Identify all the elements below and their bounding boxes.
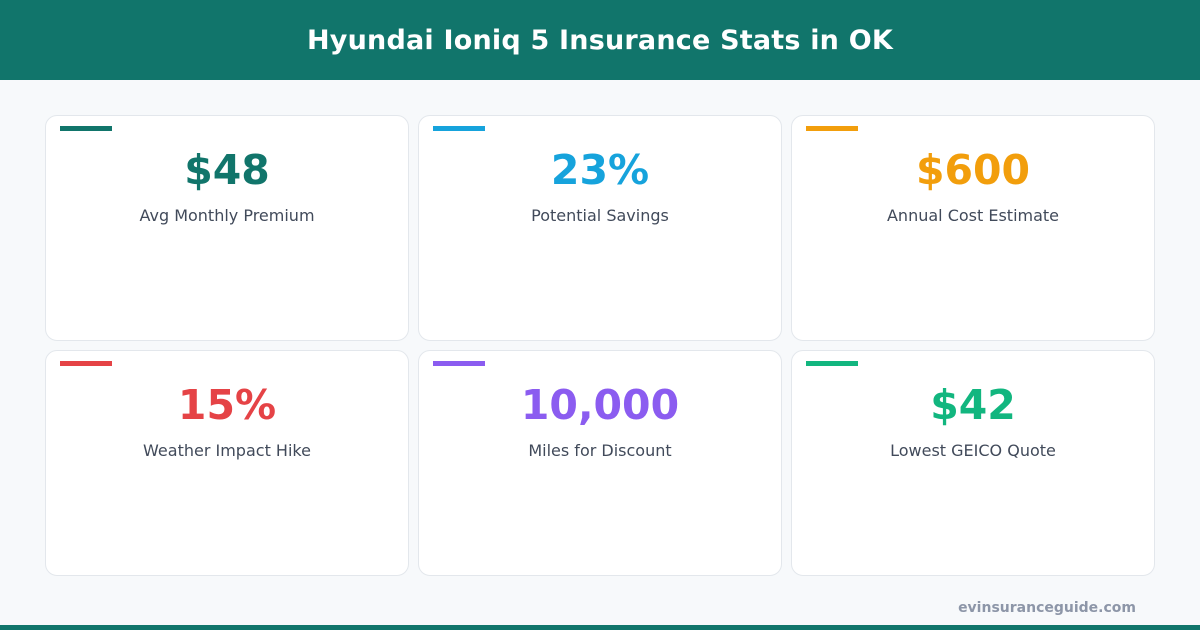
accent-bar <box>806 126 858 131</box>
stat-value: 10,000 <box>520 381 680 429</box>
accent-bar <box>433 361 485 366</box>
stat-card: 15% Weather Impact Hike <box>45 350 409 576</box>
stat-card: $600 Annual Cost Estimate <box>791 115 1155 341</box>
accent-bar <box>60 126 112 131</box>
site-watermark: evinsuranceguide.com <box>958 600 1136 616</box>
accent-bar <box>806 361 858 366</box>
stat-card: $42 Lowest GEICO Quote <box>791 350 1155 576</box>
stat-value: $42 <box>930 381 1016 429</box>
accent-bar <box>433 126 485 131</box>
stat-label: Avg Monthly Premium <box>139 206 315 225</box>
header-banner: Hyundai Ioniq 5 Insurance Stats in OK <box>0 0 1200 80</box>
stats-grid: $48 Avg Monthly Premium 23% Potential Savi… <box>45 115 1155 576</box>
stat-value: 15% <box>177 381 277 429</box>
stat-label: Lowest GEICO Quote <box>890 441 1056 460</box>
page-title: Hyundai Ioniq 5 Insurance Stats in OK <box>307 24 893 56</box>
stat-card: 23% Potential Savings <box>418 115 782 341</box>
stat-card: $48 Avg Monthly Premium <box>45 115 409 341</box>
stat-value: $600 <box>915 146 1031 194</box>
accent-bar <box>60 361 112 366</box>
stat-label: Potential Savings <box>531 206 669 225</box>
stat-value: 23% <box>550 146 650 194</box>
stat-label: Miles for Discount <box>528 441 672 460</box>
stat-card: 10,000 Miles for Discount <box>418 350 782 576</box>
stat-value: $48 <box>184 146 270 194</box>
bottom-border <box>0 625 1200 630</box>
stat-label: Weather Impact Hike <box>143 441 311 460</box>
stat-label: Annual Cost Estimate <box>886 206 1060 225</box>
